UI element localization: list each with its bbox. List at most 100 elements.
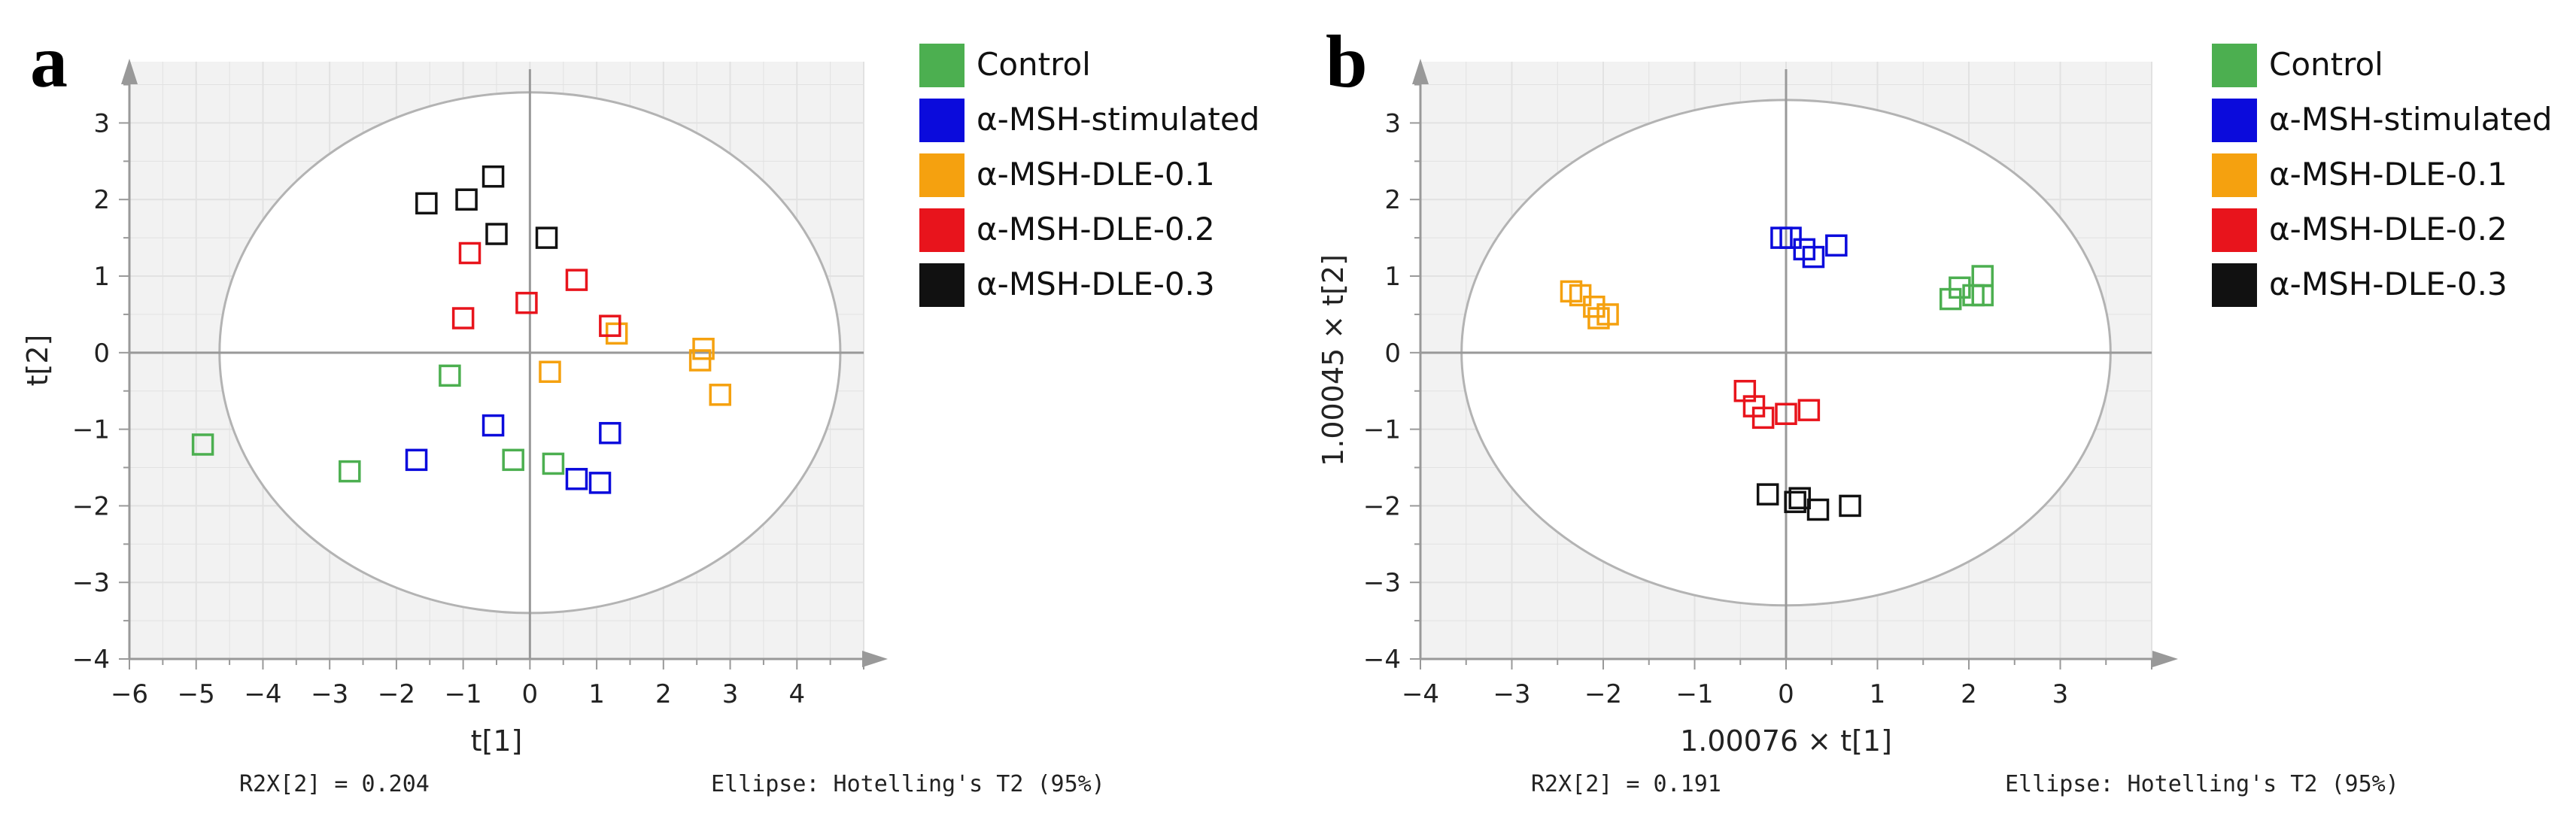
x-axis-label: 1.00076 × t[1] [1680,724,1892,758]
series-2 [1560,280,1619,329]
legend-label: α-MSH-DLE-0.2 [977,211,1215,247]
x-tick-label: −4 [1402,679,1439,709]
legend-label: α-MSH-stimulated [977,101,1259,138]
data-point [1971,265,1994,287]
data-point [439,364,461,387]
data-point [481,414,505,437]
y-tick-label: −1 [1363,415,1401,445]
data-point [605,322,628,345]
y-axis-arrow-icon [1412,59,1429,84]
y-axis-label: 1.00045 × t[2] [1317,254,1350,466]
data-point [1949,276,1971,299]
x-axis-label: t[1] [471,724,523,758]
legend-swatch [919,153,964,197]
data-point [1583,295,1605,318]
x-tick-label: 2 [1961,679,1977,709]
legend-label: α-MSH-DLE-0.3 [977,266,1215,302]
series-1 [405,414,621,494]
y-axis-label: t[2] [21,335,54,387]
x-tick-label: −1 [1675,679,1713,709]
data-point [565,269,588,291]
data-point [709,384,731,406]
data-point [481,165,505,188]
y-tick-label: 1 [93,262,110,292]
data-point [485,223,508,245]
x-tick-label: 4 [788,679,805,709]
data-point [692,337,715,360]
series-2 [539,322,731,406]
series-0 [191,364,565,483]
panel-letter: a [30,20,68,103]
data-point [191,433,214,456]
data-point [415,192,438,215]
data-point [1784,490,1806,514]
data-point [588,472,612,494]
x-tick-label: −3 [311,679,348,709]
x-tick-label: −3 [1493,679,1530,709]
data-point [1788,487,1811,509]
data-point [542,452,565,475]
series-4 [1756,483,1861,521]
legend-swatch [2212,44,2257,87]
footer-ellipse-note: Ellipse: Hotelling's T2 (95%) [711,771,1105,797]
y-axis-arrow-icon [121,59,138,84]
y-tick-label: −1 [72,415,110,445]
legend-label: α-MSH-DLE-0.1 [2269,156,2508,193]
data-point [515,291,538,314]
data-point [1802,245,1825,269]
legend-label: α-MSH-DLE-0.1 [977,156,1215,193]
data-point [1806,498,1830,521]
x-tick-label: 3 [2052,679,2069,709]
x-tick-label: 0 [1778,679,1794,709]
y-tick-label: −3 [1363,568,1401,598]
y-tick-label: 1 [1384,262,1401,292]
footer-r2x: R2X[2] = 0.191 [1531,771,1721,797]
panel-letter: b [1326,20,1368,103]
panel-b: −4 −3 −2 −1 0 1 2 3 3 2 1 0 −1 −2 −3 −4 1.00076 × t[1] 1.… [1317,20,2552,797]
series-3 [451,241,621,337]
y-tick-label: 3 [93,108,110,138]
data-point [1569,284,1592,307]
legend-swatch [919,44,964,87]
y-tick-label: 2 [93,185,110,215]
data-point [535,226,558,249]
data-point [1797,399,1821,421]
legend-swatch [2212,208,2257,252]
y-tick-label: 0 [93,339,110,369]
legend-swatch [2212,153,2257,197]
data-point [1751,406,1775,430]
x-tick-label: −1 [445,679,482,709]
legend-swatch [919,99,964,142]
data-point [458,241,481,265]
y-tick-label: −3 [72,568,110,598]
data-point [1825,234,1848,257]
x-tick-label: −4 [244,679,281,709]
legend-label: α-MSH-DLE-0.2 [2269,211,2508,247]
panel-a: −6 −5 −4 −3 −2 −1 0 1 2 3 4 3 2 1 0 −1 −2 −3 −4 t[1] t[2] a Co… [21,20,1259,797]
legend: Control α-MSH-stimulated α-MSH-DLE-0.1 α-MS… [919,44,1259,307]
data-point [502,448,524,472]
x-tick-label: −6 [111,679,148,709]
x-tick-label: 1 [588,679,605,709]
data-point [599,421,621,445]
x-tick-label: −2 [378,679,415,709]
data-point [1775,402,1797,426]
x-axis-arrow-icon [862,651,888,667]
data-point [339,460,361,483]
data-point [1756,483,1779,506]
data-point [405,448,428,472]
x-tick-label: 2 [655,679,672,709]
x-tick-label: 0 [522,679,539,709]
data-point [1839,494,1861,518]
x-tick-label: −2 [1584,679,1622,709]
legend-label: Control [2269,46,2383,83]
series-3 [1733,379,1821,430]
data-point [1596,303,1619,326]
legend: Control α-MSH-stimulated α-MSH-DLE-0.1 α-MS… [2212,44,2552,307]
y-tick-label: −2 [72,491,110,521]
series-1 [1770,226,1848,269]
y-tick-label: 3 [1384,108,1401,138]
data-point [539,360,561,384]
